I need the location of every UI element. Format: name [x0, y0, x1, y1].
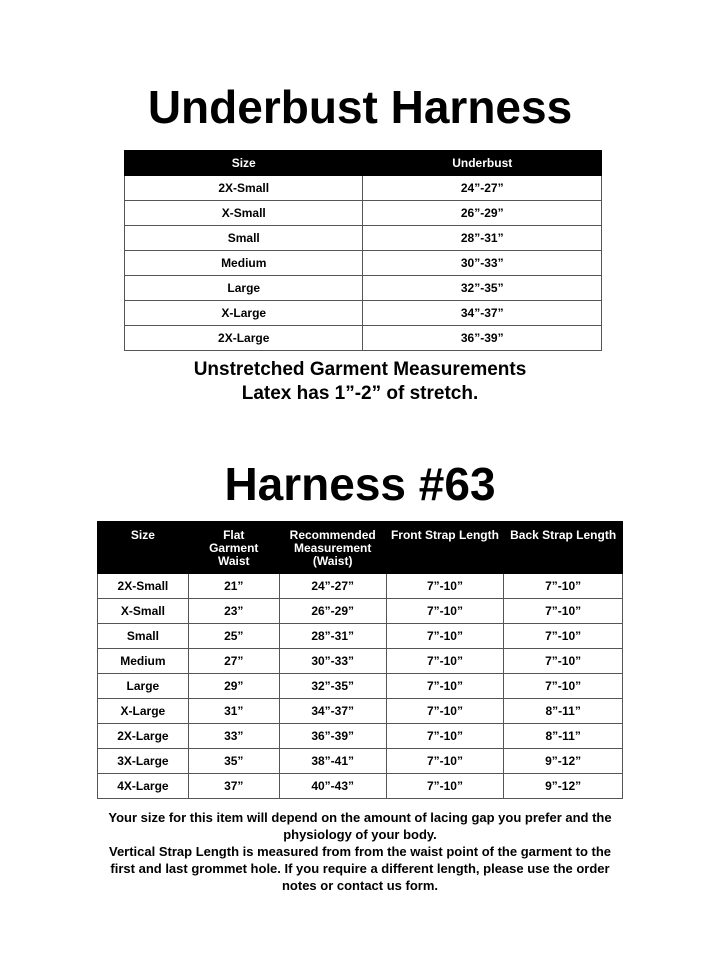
value-cell: 7”-10”	[385, 698, 505, 724]
size-cell: Large	[97, 673, 189, 699]
size-cell: Small	[123, 225, 364, 251]
size-cell: Medium	[123, 250, 364, 276]
value-cell: 32”-35”	[278, 673, 387, 699]
value-cell: 7”-10”	[385, 648, 505, 674]
value-cell: 29”	[187, 673, 280, 699]
size-cell: X-Small	[123, 200, 364, 226]
value-cell: 34”-37”	[278, 698, 387, 724]
value-cell: 23”	[187, 598, 280, 624]
value-cell: 7”-10”	[385, 723, 505, 749]
size-cell: 2X-Large	[123, 325, 364, 351]
value-cell: 8”-11”	[503, 698, 623, 724]
size-cell: 4X-Large	[97, 773, 189, 799]
table-row: X-Large 34”-37”	[123, 300, 602, 326]
value-cell: 32”-35”	[362, 275, 602, 301]
header-underbust: Underbust	[362, 150, 602, 176]
value-cell: 40”-43”	[278, 773, 387, 799]
table-row: Medium 30”-33”	[123, 250, 602, 276]
underbust-note: Unstretched Garment Measurements Latex h…	[0, 358, 720, 406]
value-cell: 25”	[187, 623, 280, 649]
value-cell: 7”-10”	[385, 598, 505, 624]
value-cell: 7”-10”	[385, 573, 505, 599]
size-cell: X-Small	[97, 598, 189, 624]
value-cell: 28”-31”	[362, 225, 602, 251]
size-cell: Large	[123, 275, 364, 301]
value-cell: 24”-27”	[362, 175, 602, 201]
size-cell: 2X-Large	[97, 723, 189, 749]
note-line-1: Unstretched Garment Measurements	[193, 359, 527, 380]
value-cell: 24”-27”	[278, 573, 387, 599]
header-back-strap-length: Back Strap Length	[503, 521, 623, 574]
value-cell: 26”-29”	[278, 598, 387, 624]
value-cell: 38”-41”	[278, 748, 387, 774]
size-cell: X-Large	[123, 300, 364, 326]
value-cell: 36”-39”	[278, 723, 387, 749]
header-recommended-measurement: Recommended Measurement (Waist)	[278, 521, 387, 574]
underbust-size-table: Size Underbust 2X-Small 24”-27” X-Small 26”…	[123, 150, 602, 351]
size-cell: X-Large	[97, 698, 189, 724]
size-cell: 3X-Large	[97, 748, 189, 774]
footer-paragraph-1: Your size for this item will depend on t…	[108, 810, 612, 842]
table-row: 4X-Large 37” 40”-43” 7”-10” 9”-12”	[97, 773, 623, 799]
value-cell: 27”	[187, 648, 280, 674]
table-row: X-Large 31” 34”-37” 7”-10” 8”-11”	[97, 698, 623, 724]
size-cell: 2X-Small	[123, 175, 364, 201]
table-row: Medium 27” 30”-33” 7”-10” 7”-10”	[97, 648, 623, 674]
header-size: Size	[97, 521, 189, 574]
table-row: Small 25” 28”-31” 7”-10” 7”-10”	[97, 623, 623, 649]
value-cell: 7”-10”	[503, 673, 623, 699]
value-cell: 31”	[187, 698, 280, 724]
header-front-strap-length: Front Strap Length	[385, 521, 505, 574]
value-cell: 33”	[187, 723, 280, 749]
value-cell: 37”	[187, 773, 280, 799]
table-row: 2X-Small 24”-27”	[123, 175, 602, 201]
value-cell: 26”-29”	[362, 200, 602, 226]
note-line-2: Latex has 1”-2” of stretch.	[241, 383, 479, 404]
value-cell: 7”-10”	[385, 748, 505, 774]
table-row: X-Small 26”-29”	[123, 200, 602, 226]
value-cell: 7”-10”	[385, 623, 505, 649]
value-cell: 30”-33”	[362, 250, 602, 276]
header-size: Size	[123, 150, 364, 176]
table-row: Large 29” 32”-35” 7”-10” 7”-10”	[97, 673, 623, 699]
value-cell: 9”-12”	[503, 773, 623, 799]
value-cell: 36”-39”	[362, 325, 602, 351]
table-row: Large 32”-35”	[123, 275, 602, 301]
underbust-title: Underbust Harness	[147, 81, 573, 133]
table-row: 2X-Large 36”-39”	[123, 325, 602, 351]
value-cell: 7”-10”	[503, 598, 623, 624]
value-cell: 9”-12”	[503, 748, 623, 774]
harness63-size-table: Size Flat Garment Waist Recommended Meas…	[97, 521, 623, 799]
table-row: 2X-Small 21” 24”-27” 7”-10” 7”-10”	[97, 573, 623, 599]
table-header-row: Size Underbust	[123, 150, 602, 176]
header-flat-garment-waist: Flat Garment Waist	[187, 521, 280, 574]
size-cell: Small	[97, 623, 189, 649]
table-row: 2X-Large 33” 36”-39” 7”-10” 8”-11”	[97, 723, 623, 749]
table-header-row: Size Flat Garment Waist Recommended Meas…	[97, 521, 623, 574]
value-cell: 21”	[187, 573, 280, 599]
harness63-title: Harness #63	[224, 458, 496, 510]
value-cell: 7”-10”	[385, 773, 505, 799]
value-cell: 28”-31”	[278, 623, 387, 649]
table-row: 3X-Large 35” 38”-41” 7”-10” 9”-12”	[97, 748, 623, 774]
value-cell: 30”-33”	[278, 648, 387, 674]
value-cell: 7”-10”	[503, 573, 623, 599]
value-cell: 7”-10”	[503, 648, 623, 674]
size-cell: Medium	[97, 648, 189, 674]
harness63-footer: Your size for this item will depend on t…	[0, 809, 720, 894]
value-cell: 7”-10”	[503, 623, 623, 649]
footer-paragraph-2: Vertical Strap Length is measured from f…	[108, 844, 612, 893]
table-row: Small 28”-31”	[123, 225, 602, 251]
value-cell: 7”-10”	[385, 673, 505, 699]
table-row: X-Small 23” 26”-29” 7”-10” 7”-10”	[97, 598, 623, 624]
value-cell: 34”-37”	[362, 300, 602, 326]
value-cell: 35”	[187, 748, 280, 774]
size-cell: 2X-Small	[97, 573, 189, 599]
value-cell: 8”-11”	[503, 723, 623, 749]
